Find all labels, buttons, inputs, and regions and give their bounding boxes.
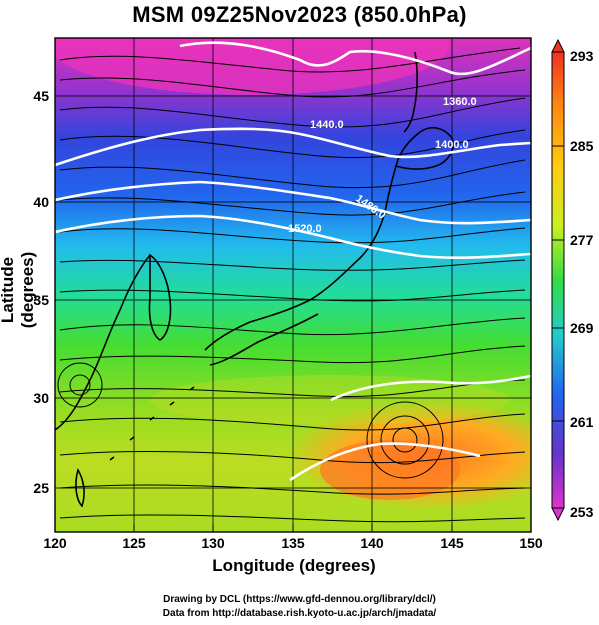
colorbar-bottom-arrow — [551, 507, 565, 522]
x-tick-label: 120 — [43, 535, 67, 551]
colorbar-label: 269 — [570, 320, 594, 336]
credit-drawing: Drawing by DCL (https://www.gfd-dennou.o… — [163, 594, 436, 605]
contour-label-1440: 1440.0 — [310, 119, 344, 131]
colorbar-label: 285 — [570, 138, 594, 154]
colorbar-label: 293 — [570, 48, 594, 64]
x-tick-label: 130 — [201, 535, 225, 551]
plot-field: 1360.0 1400.0 1440.0 1480.0 1520.0 — [55, 38, 531, 532]
wind-streamlines — [57, 47, 526, 523]
y-tick-label: 45 — [33, 88, 49, 104]
colorbar-top-arrow — [551, 38, 565, 53]
colorbar-bar — [551, 51, 565, 509]
contour-label-1520: 1520.0 — [288, 223, 322, 235]
contour-label-1360: 1360.0 — [443, 96, 477, 108]
x-tick-label: 150 — [519, 535, 543, 551]
y-axis-label: Latitude (degrees) — [0, 251, 37, 329]
map-title: MSM 09Z25Nov2023 (850.0hPa) — [132, 2, 467, 27]
x-axis-label: Longitude (degrees) — [212, 556, 376, 575]
grid-lines — [55, 38, 531, 532]
y-tick-label: 30 — [33, 390, 49, 406]
x-tick-marks — [54, 524, 532, 532]
x-tick-label: 135 — [281, 535, 305, 551]
colorbar-label: 261 — [570, 414, 594, 430]
coastlines — [55, 51, 454, 508]
x-tick-labels: 120 125 130 135 140 145 150 — [43, 535, 543, 551]
x-tick-label: 125 — [122, 535, 146, 551]
height-contours — [55, 41, 531, 482]
x-tick-label: 140 — [360, 535, 384, 551]
y-tick-label: 40 — [33, 194, 49, 210]
contour-label-1400: 1400.0 — [435, 139, 469, 151]
colorbar: 293 285 277 269 261 253 — [551, 38, 594, 522]
x-tick-label: 145 — [440, 535, 464, 551]
colorbar-label: 277 — [570, 232, 594, 248]
credit-data: Data from http://database.rish.kyoto-u.a… — [162, 608, 437, 619]
y-tick-labels: 25 30 35 40 45 — [33, 88, 49, 496]
colorbar-label: 253 — [570, 504, 594, 520]
y-tick-label: 25 — [33, 480, 49, 496]
y-tick-label: 35 — [33, 292, 49, 308]
